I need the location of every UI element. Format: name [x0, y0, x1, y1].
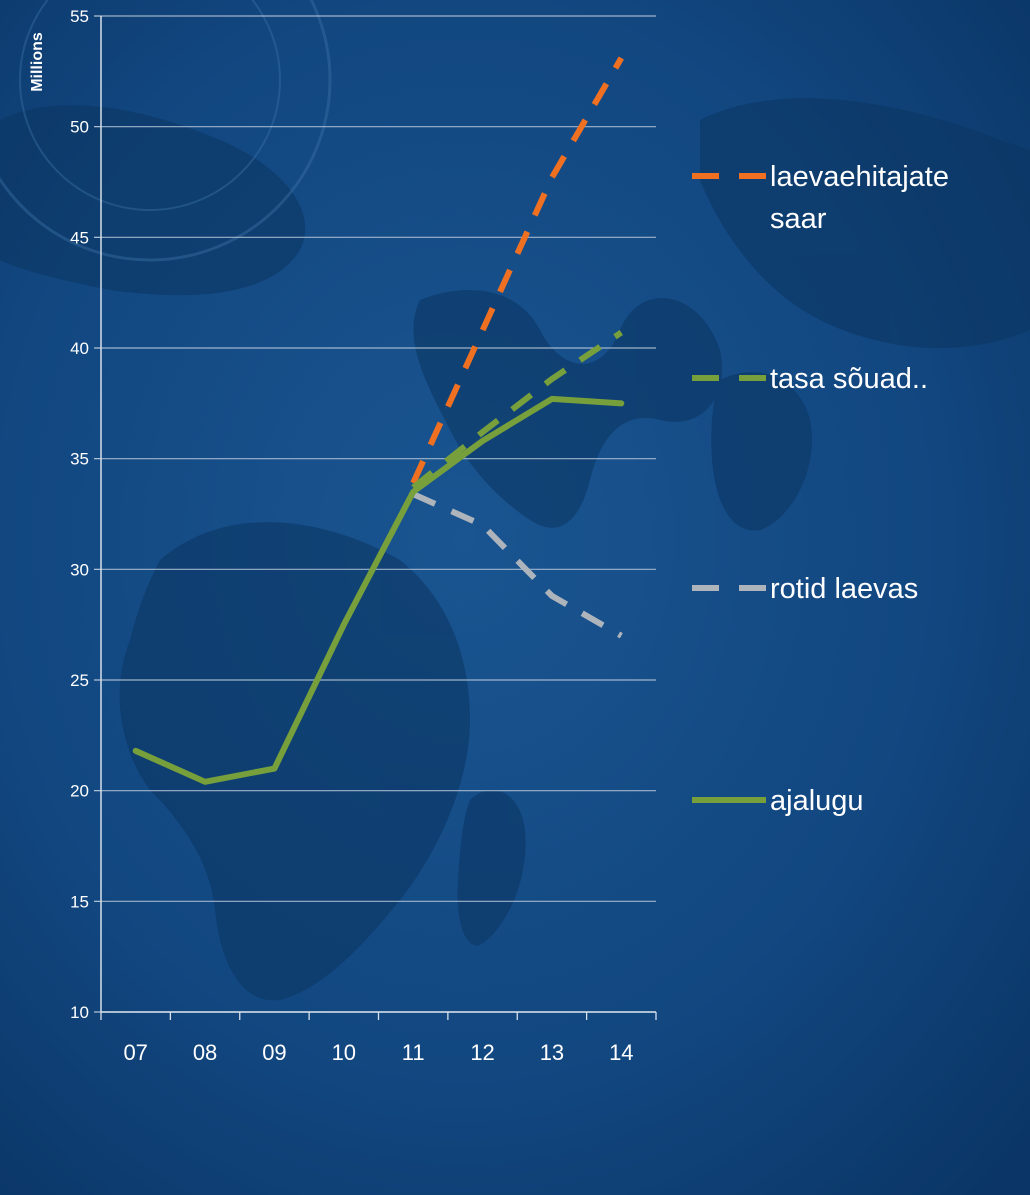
y-axis-title: Millions — [29, 32, 46, 92]
x-tick-label: 12 — [470, 1040, 494, 1065]
legend-label-3: ajalugu — [770, 785, 864, 817]
y-tick-label: 20 — [70, 782, 89, 801]
y-tick-label: 15 — [70, 892, 89, 911]
y-tick-label: 50 — [70, 118, 89, 137]
x-tick-label: 13 — [540, 1040, 564, 1065]
legend-label-0: saar — [770, 203, 827, 235]
series-line-1 — [411, 330, 623, 490]
plot-area: 10 15 20 25 30 35 40 45 50 55 07 08 09 10 11 12 13 14 Mill… — [29, 7, 657, 1065]
x-tick-label: 11 — [402, 1040, 425, 1065]
y-tick-label: 25 — [70, 671, 89, 690]
y-tick-label: 35 — [70, 450, 89, 469]
x-tick-label: 07 — [123, 1040, 147, 1065]
world-map-backdrop — [0, 98, 1030, 1001]
series-line-3 — [132, 395, 625, 785]
x-tick-label: 10 — [332, 1040, 356, 1065]
y-tick-label: 45 — [70, 228, 89, 247]
series-line-2 — [411, 491, 623, 639]
y-tick-label: 10 — [70, 1003, 89, 1022]
y-tick-label: 30 — [70, 560, 89, 579]
x-tick-label: 08 — [193, 1040, 217, 1065]
y-tick-label: 55 — [70, 7, 89, 26]
seal-icon — [0, 0, 332, 262]
y-tick-label: 40 — [70, 339, 89, 358]
legend-label-2: rotid laevas — [770, 573, 918, 605]
x-tick-label: 09 — [262, 1040, 286, 1065]
x-tick-label: 14 — [609, 1040, 633, 1065]
legend: laevaehitajate saar tasa sõuad.. rotid laev… — [692, 161, 949, 817]
legend-label-1: tasa sõuad.. — [770, 363, 928, 395]
legend-label-0: laevaehitajate — [770, 161, 949, 193]
